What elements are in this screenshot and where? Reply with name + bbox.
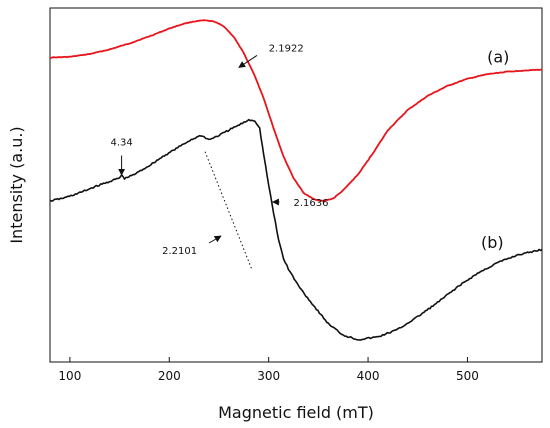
- x-tick-label: 200: [158, 369, 181, 383]
- series-layer: (a) (b): [49, 19, 543, 341]
- x-axis-ticks: 100 200 300 400 500: [58, 357, 479, 383]
- x-tick-label: 400: [357, 369, 380, 383]
- annotation-label: 2.1922: [269, 44, 304, 55]
- annotation-label: 4.34: [110, 138, 132, 149]
- series-line-a: [50, 19, 543, 202]
- guide-dotted-line: [204, 151, 253, 270]
- annotation-label: 2.2101: [162, 246, 197, 257]
- series-label-a: (a): [487, 48, 509, 67]
- x-tick-label: 500: [456, 369, 479, 383]
- series-line-b: [49, 118, 543, 341]
- annotation-arrow: [238, 54, 258, 68]
- y-axis-title: Intensity (a.u.): [7, 126, 26, 243]
- annotation-layer: 2.1922 4.34 2.1636 2.2101: [110, 44, 329, 270]
- plot-frame: [49, 7, 543, 363]
- series-label-b: (b): [481, 233, 504, 252]
- annotation-arrow: [208, 235, 222, 244]
- x-tick-label: 300: [257, 369, 280, 383]
- x-axis-title: Magnetic field (mT): [218, 403, 374, 422]
- annotation-label: 2.1636: [294, 198, 329, 209]
- x-tick-label: 100: [58, 369, 81, 383]
